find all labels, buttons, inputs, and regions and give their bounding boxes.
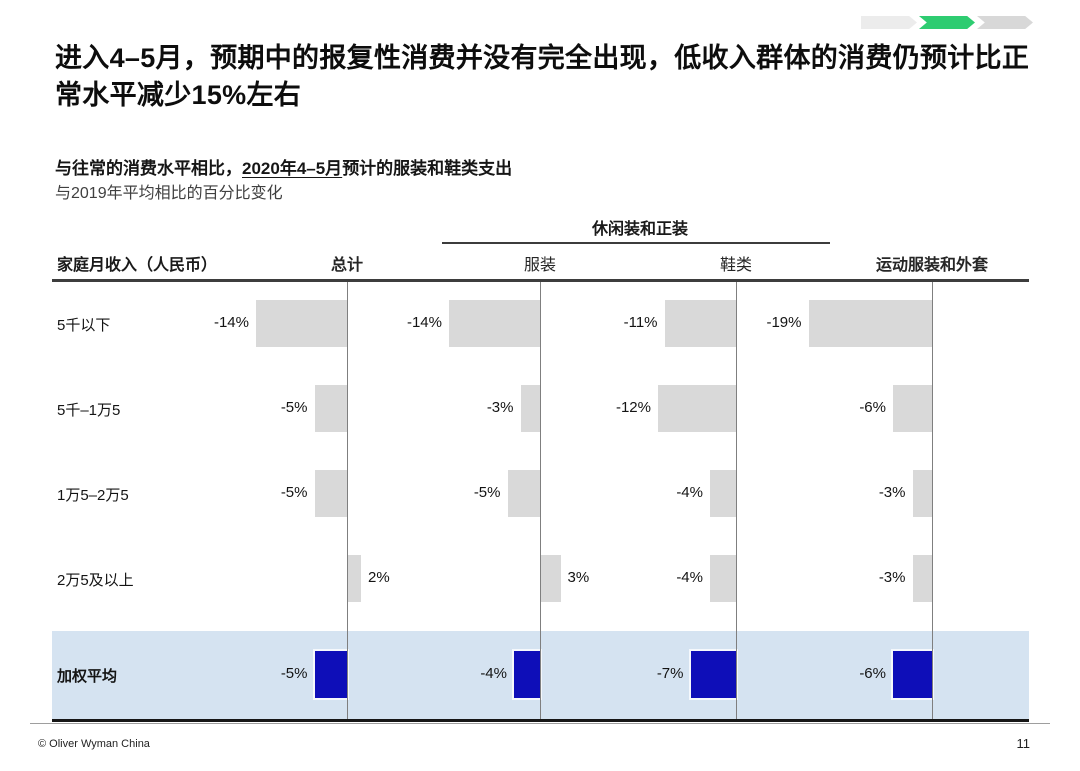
bar-value-label: -6% bbox=[859, 399, 886, 416]
bar bbox=[808, 300, 932, 347]
bar bbox=[912, 470, 932, 517]
bar bbox=[710, 470, 736, 517]
bar-value-label: -4% bbox=[676, 484, 703, 501]
bar-value-label: -7% bbox=[656, 665, 684, 682]
bar-value-label: -14% bbox=[213, 314, 249, 331]
bar bbox=[658, 385, 736, 432]
bar bbox=[256, 300, 347, 347]
subtitle-underlined-period: 2020年4–5月 bbox=[242, 159, 343, 178]
progress-step-2-active bbox=[919, 16, 975, 29]
bar-value-label: -5% bbox=[473, 484, 501, 501]
copyright-text: © Oliver Wyman China bbox=[38, 738, 150, 750]
bar bbox=[893, 651, 932, 698]
bar bbox=[520, 385, 540, 432]
bar bbox=[314, 385, 347, 432]
progress-indicator bbox=[861, 16, 1033, 29]
bar bbox=[541, 555, 561, 602]
bar-value-label: -4% bbox=[676, 569, 703, 586]
footer-divider bbox=[30, 723, 1050, 724]
subtitle-suffix: 预计的服装和鞋类支出 bbox=[342, 159, 513, 178]
progress-step-3 bbox=[977, 16, 1033, 29]
table-top-border bbox=[52, 279, 1029, 282]
subtitle-prefix: 与往常的消费水平相比， bbox=[55, 159, 242, 178]
column-header: 运动服装和外套 bbox=[875, 257, 988, 274]
bar bbox=[449, 300, 540, 347]
bar bbox=[514, 651, 540, 698]
bar-value-label: -6% bbox=[859, 665, 886, 682]
column-header: 鞋类 bbox=[719, 257, 752, 274]
page-number: 11 bbox=[1016, 736, 1031, 751]
bar-value-label: -3% bbox=[878, 569, 906, 586]
chart-subtitle: 与往常的消费水平相比，2020年4–5月预计的服装和鞋类支出 bbox=[55, 154, 512, 179]
row-label: 2万5及以上 bbox=[57, 572, 134, 589]
bar-value-label: -5% bbox=[280, 665, 308, 682]
bar-value-label: -11% bbox=[623, 314, 658, 331]
row-label: 5千–1万5 bbox=[57, 402, 121, 419]
row-label: 1万5–2万5 bbox=[57, 487, 129, 504]
bar-value-label: -4% bbox=[480, 665, 507, 682]
axis-grid-line bbox=[736, 282, 737, 720]
bar bbox=[893, 385, 932, 432]
bar bbox=[710, 555, 736, 602]
bar-value-label: -3% bbox=[486, 399, 514, 416]
bar bbox=[314, 651, 347, 698]
axis-grid-line bbox=[347, 282, 348, 720]
row-label: 加权平均 bbox=[57, 668, 118, 685]
bar bbox=[314, 470, 347, 517]
bar bbox=[507, 470, 540, 517]
bar-value-label: -14% bbox=[406, 314, 442, 331]
bar-value-label: -19% bbox=[766, 314, 802, 331]
bar-value-label: 2% bbox=[368, 569, 390, 586]
bar-value-label: -5% bbox=[280, 484, 308, 501]
bar bbox=[912, 555, 932, 602]
chart-unit-note: 与2019年平均相比的百分比变化 bbox=[55, 185, 283, 202]
row-label: 5千以下 bbox=[57, 317, 111, 334]
column-group-header: 休闲装和正装 bbox=[591, 221, 688, 238]
bar bbox=[348, 555, 361, 602]
bar-value-label: -12% bbox=[615, 399, 651, 416]
column-group-underline bbox=[442, 242, 830, 244]
progress-step-1 bbox=[861, 16, 917, 29]
axis-grid-line bbox=[540, 282, 541, 720]
bar bbox=[664, 300, 736, 347]
bar bbox=[690, 651, 736, 698]
table-bottom-border bbox=[52, 719, 1029, 722]
bar-value-label: -3% bbox=[878, 484, 906, 501]
row-axis-header: 家庭月收入（人民币） bbox=[57, 257, 218, 274]
bar-value-label: -5% bbox=[280, 399, 308, 416]
column-header: 服装 bbox=[523, 257, 556, 274]
bar-value-label: 3% bbox=[567, 569, 590, 586]
column-header: 总计 bbox=[330, 257, 363, 274]
axis-grid-line bbox=[932, 282, 933, 720]
slide-title: 进入4–5月，预期中的报复性消费并没有完全出现，低收入群体的消费仍预计比正常水平… bbox=[55, 43, 1030, 110]
